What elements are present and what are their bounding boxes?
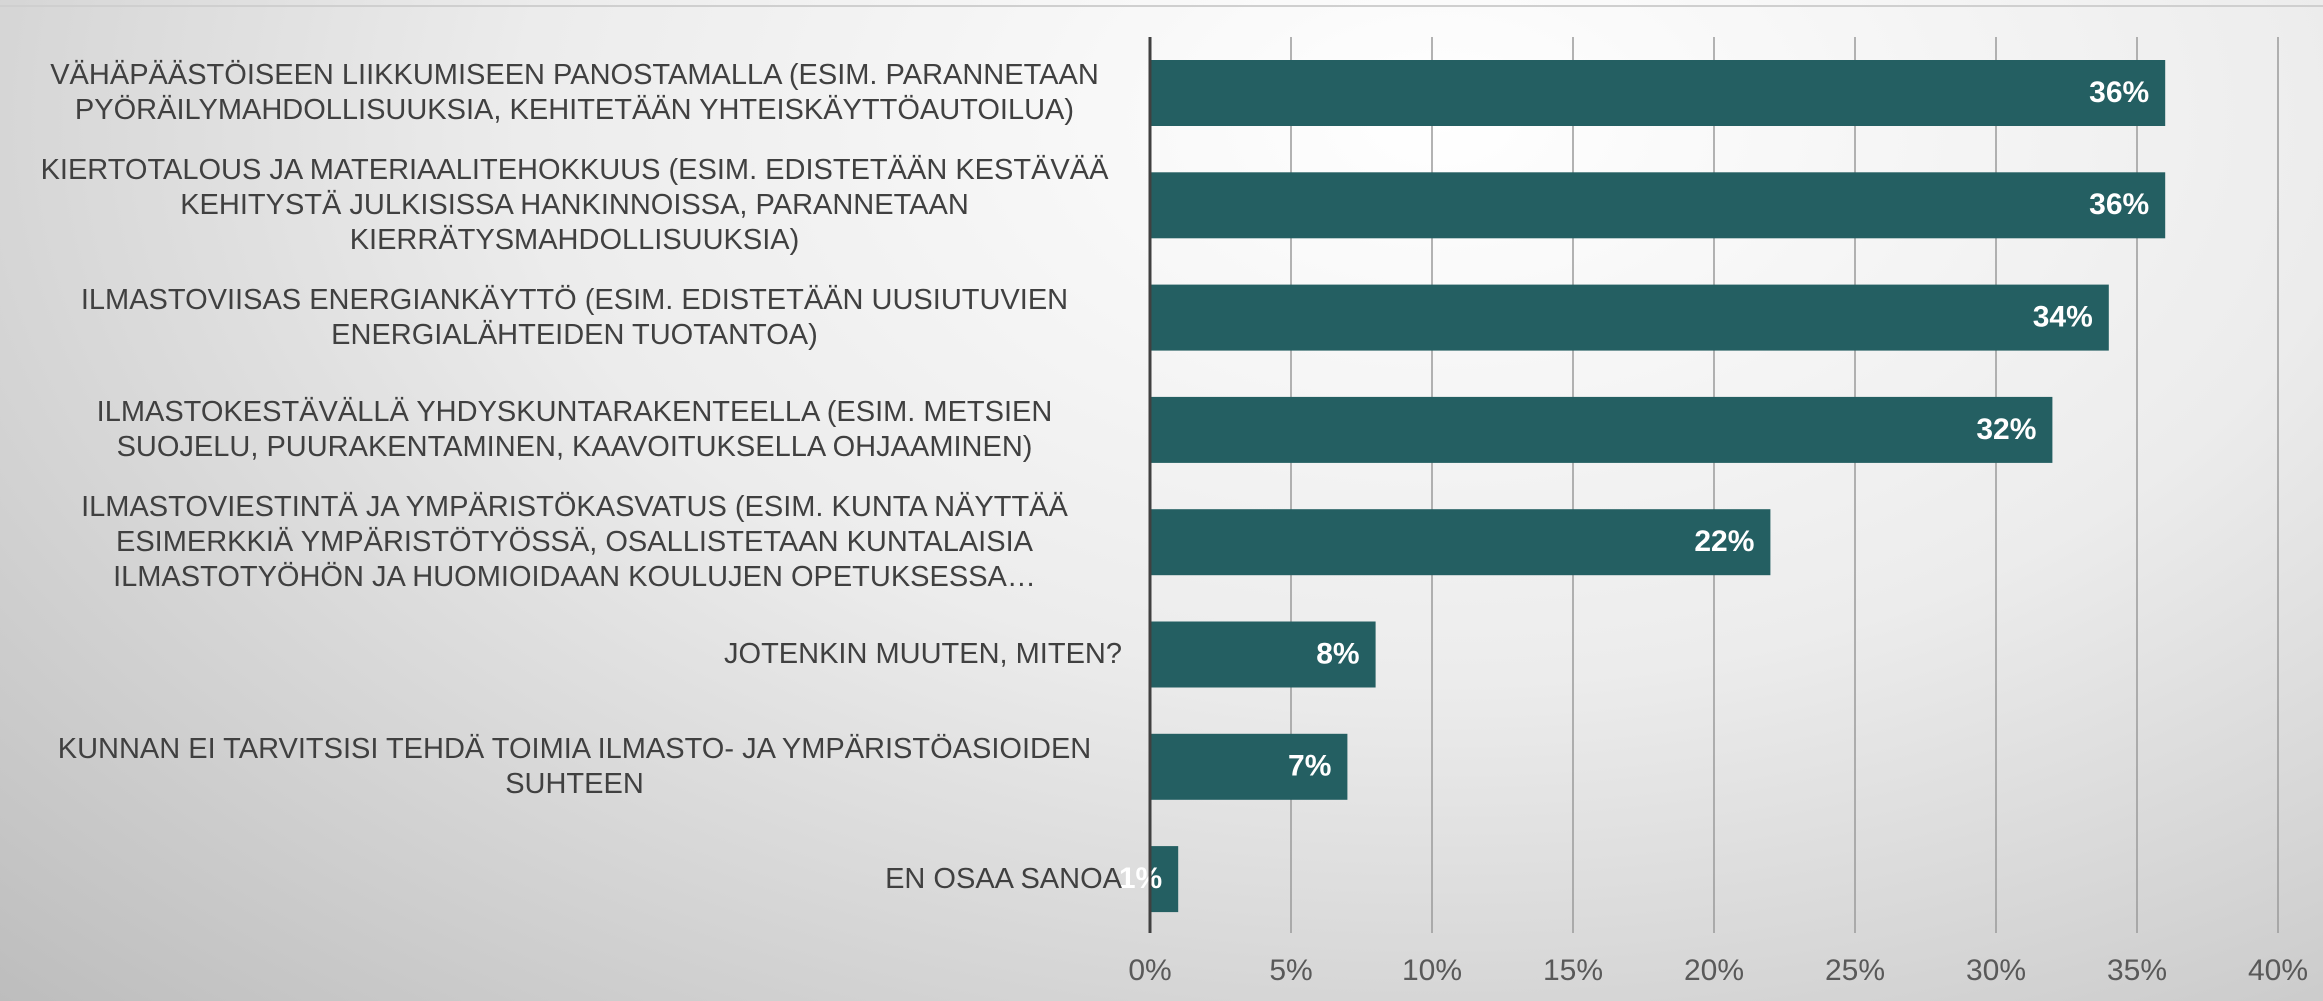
category-label: JOTENKIN MUUTEN, MITEN? — [724, 638, 1122, 670]
bar — [1150, 846, 1179, 913]
category-label-box: EN OSAA SANOA — [10, 823, 1122, 935]
category-label-box: KUNNAN EI TARVITSISI TEHDÄ TOIMIA ILMAST… — [10, 711, 1122, 823]
bar — [1150, 509, 1771, 576]
value-label: 34% — [2033, 301, 2093, 334]
category-label-box: JOTENKIN MUUTEN, MITEN? — [10, 599, 1122, 711]
x-tick-label: 0% — [1128, 954, 1171, 987]
bar — [1150, 733, 1348, 800]
value-label: 7% — [1288, 750, 1331, 783]
bar — [1150, 60, 2166, 126]
category-label: ILMASTOVIISAS ENERGIANKÄYTTÖ (ESIM. EDIS… — [80, 283, 1069, 351]
category-label-box: VÄHÄPÄÄSTÖISEEN LIIKKUMISEEN PANOSTAMALL… — [10, 37, 1122, 149]
category-label-box: ILMASTOVIISAS ENERGIANKÄYTTÖ (ESIM. EDIS… — [10, 262, 1122, 374]
x-tick-label: 10% — [1402, 954, 1462, 987]
category-label-box: ILMASTOVIESTINTÄ JA YMPÄRISTÖKASVATUS (E… — [10, 486, 1122, 598]
x-tick-label: 25% — [1825, 954, 1885, 987]
category-label-box: ILMASTOKESTÄVÄLLÄ YHDYSKUNTARAKENTEELLA … — [10, 374, 1122, 486]
x-tick-label: 35% — [2107, 954, 2167, 987]
x-tick-label: 30% — [1966, 954, 2026, 987]
bar — [1150, 284, 2109, 351]
value-label: 36% — [2089, 188, 2149, 221]
x-tick-label: 5% — [1269, 954, 1312, 987]
value-label: 8% — [1316, 637, 1359, 670]
category-label-box: KIERTOTALOUS JA MATERIAALITEHOKKUUS (ESI… — [10, 149, 1122, 261]
category-label: VÄHÄPÄÄSTÖISEEN LIIKKUMISEEN PANOSTAMALL… — [50, 59, 1099, 126]
category-label: EN OSAA SANOA — [885, 862, 1122, 895]
bar — [1150, 621, 1376, 688]
value-label: 32% — [1976, 413, 2036, 446]
value-label: 1% — [1119, 862, 1162, 895]
category-label: KIERTOTALOUS JA MATERIAALITEHOKKUUS (ESI… — [40, 153, 1109, 256]
bar — [1150, 396, 2053, 463]
value-label: 36% — [2089, 76, 2149, 109]
category-label: ILMASTOKESTÄVÄLLÄ YHDYSKUNTARAKENTEELLA … — [96, 395, 1053, 463]
category-label: KUNNAN EI TARVITSISI TEHDÄ TOIMIA ILMAST… — [57, 732, 1092, 800]
x-tick-label: 40% — [2248, 954, 2308, 987]
value-label: 22% — [1694, 525, 1754, 558]
bar — [1150, 172, 2166, 239]
x-tick-label: 20% — [1684, 954, 1744, 987]
category-label: ILMASTOVIESTINTÄ JA YMPÄRISTÖKASVATUS (E… — [81, 490, 1068, 593]
x-tick-label: 15% — [1543, 954, 1603, 987]
